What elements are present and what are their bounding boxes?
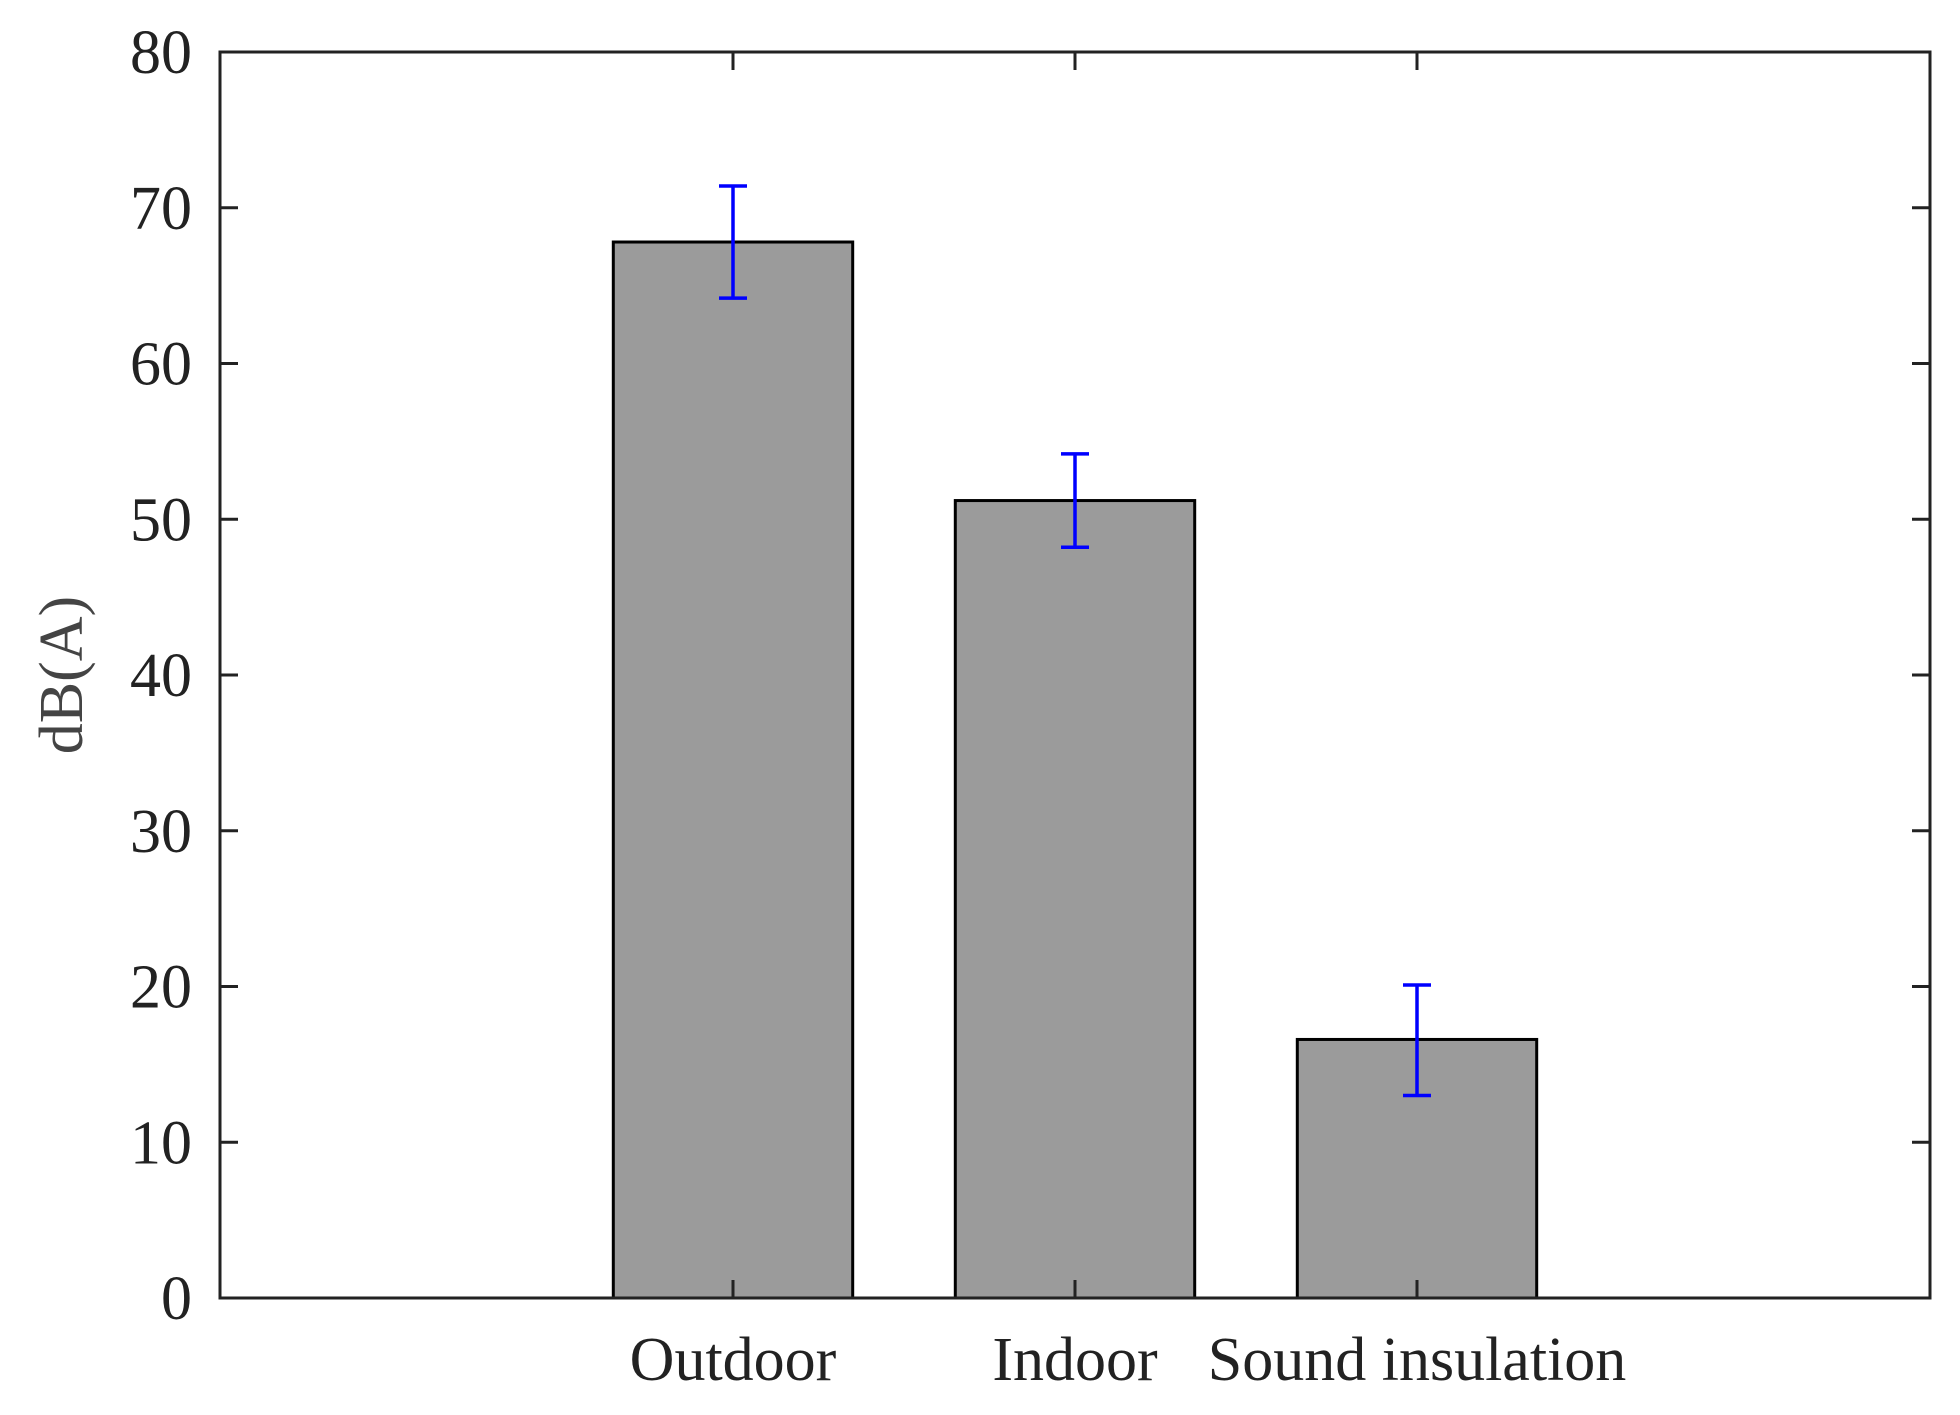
y-tick-label: 60 bbox=[130, 331, 192, 399]
bar-indoor bbox=[953, 499, 1197, 1300]
y-tick-label: 70 bbox=[130, 175, 192, 243]
y-tick-label: 10 bbox=[130, 1109, 192, 1177]
bar-outdoor bbox=[611, 240, 855, 1300]
error-bar-outdoor bbox=[719, 184, 747, 300]
y-ticks-group: 0 10 20 30 40 50 60 70 80 bbox=[130, 19, 1930, 1333]
bars-group bbox=[611, 240, 1539, 1300]
y-tick-label: 0 bbox=[161, 1265, 192, 1333]
y-axis-label: dB(A) bbox=[28, 596, 96, 754]
y-tick-label: 30 bbox=[130, 798, 192, 866]
x-ticks-group: Outdoor Indoor Sound insulation bbox=[630, 52, 1627, 1394]
error-bar-sound-insulation bbox=[1403, 983, 1431, 1098]
error-bars-group bbox=[719, 184, 1431, 1098]
y-tick-label: 20 bbox=[130, 954, 192, 1022]
y-tick-label: 40 bbox=[130, 642, 192, 710]
error-bar-indoor bbox=[1061, 452, 1089, 550]
x-tick-label: Outdoor bbox=[630, 1326, 837, 1394]
y-tick-label: 50 bbox=[130, 486, 192, 554]
y-tick-label: 80 bbox=[130, 19, 192, 87]
x-tick-label: Sound insulation bbox=[1208, 1326, 1627, 1394]
x-tick-label: Indoor bbox=[992, 1326, 1158, 1394]
